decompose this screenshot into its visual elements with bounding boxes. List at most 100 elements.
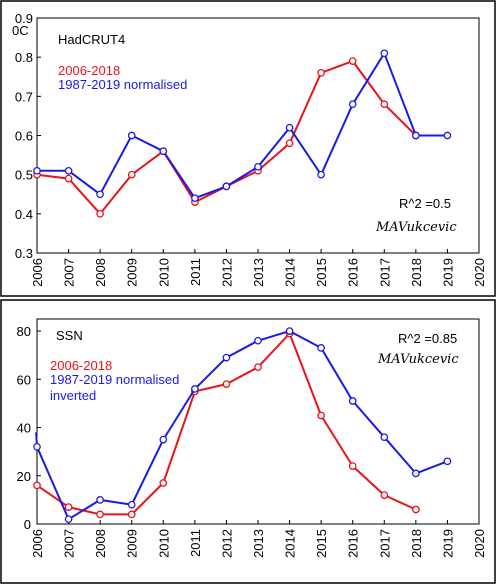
legend-label-blue-1: 1987-2019 normalised — [58, 77, 187, 92]
data-point-blue — [254, 162, 262, 171]
data-point-blue — [285, 123, 294, 132]
y-tick-label: 60 — [17, 372, 31, 387]
x-tick-label: 2012 — [219, 258, 234, 287]
y-tick-label: 20 — [17, 469, 31, 484]
data-point-blue — [96, 190, 104, 199]
data-point-blue — [222, 182, 231, 191]
data-point-blue — [380, 433, 389, 442]
data-point-blue — [64, 515, 73, 524]
data-point-blue — [317, 170, 325, 179]
x-tick-label: 2006 — [30, 258, 45, 287]
data-point-red — [33, 481, 41, 490]
x-tick-label: 2007 — [62, 258, 77, 287]
y-tick-label: 0 — [24, 517, 31, 532]
x-tick-label: 2015 — [314, 258, 329, 287]
data-point-red — [285, 139, 294, 148]
panel-1-frame — [0, 0, 496, 297]
data-point-red — [96, 209, 104, 218]
data-point-red — [64, 503, 73, 511]
x-tick-label: 2019 — [440, 529, 455, 558]
x-tick-label: 2013 — [251, 529, 266, 558]
signature-2: MAVukcevic — [377, 352, 459, 367]
x-tick-label: 2015 — [314, 529, 329, 558]
data-point-blue — [348, 397, 357, 405]
x-tick-label: 2020 — [472, 529, 487, 558]
data-point-red — [64, 174, 73, 183]
data-point-red — [222, 380, 231, 388]
x-tick-label: 2019 — [440, 258, 455, 287]
x-tick-label: 2006 — [30, 529, 45, 558]
data-point-red — [380, 100, 389, 109]
series-group-2 — [33, 327, 452, 524]
y-tick-label: 0.4 — [15, 207, 33, 222]
x-tick-label: 2011 — [188, 258, 203, 286]
data-point-blue — [33, 442, 41, 451]
x-tick-label: 2007 — [62, 529, 77, 558]
data-point-red — [159, 479, 168, 487]
x-tick-label: 2013 — [251, 258, 266, 287]
data-point-red — [127, 510, 136, 519]
unit-label-1: 0C — [12, 23, 29, 38]
series-group-1 — [33, 49, 452, 218]
x-tick-label: 2008 — [93, 258, 108, 287]
data-point-blue — [127, 500, 136, 509]
data-point-blue — [159, 147, 168, 156]
y-tick-label: 80 — [17, 324, 31, 339]
x-tick-label: 2016 — [346, 258, 361, 287]
x-axis-ticks-2: 2006 2007 2008 2009 2010 2011 2012 2013 2014 2015… — [30, 520, 487, 558]
data-point-blue — [96, 496, 104, 504]
signature-1: MAVukcevic — [375, 220, 457, 235]
x-tick-label: 2017 — [377, 529, 392, 558]
y-tick-label: 0.8 — [15, 50, 33, 65]
data-point-blue — [191, 194, 199, 203]
y-tick-label: 0.5 — [15, 168, 33, 183]
series-line-blue — [37, 52, 448, 200]
x-tick-label: 2017 — [377, 258, 392, 287]
x-tick-label: 2008 — [93, 529, 108, 558]
x-tick-label: 2014 — [283, 258, 298, 287]
x-tick-label: 2018 — [409, 258, 424, 287]
x-tick-label: 2009 — [125, 258, 140, 287]
x-tick-label: 2011 — [188, 529, 203, 557]
data-point-blue — [191, 385, 199, 393]
x-tick-label: 2020 — [472, 258, 487, 287]
legend-label-blue-2-line1: 1987-2019 normalised — [50, 372, 179, 387]
data-point-blue — [127, 131, 136, 140]
legend-label-red-2: 2006-2018 — [50, 358, 112, 373]
r2-annotation-2: R^2 =0.85 — [398, 331, 457, 346]
data-point-blue — [317, 344, 325, 352]
x-tick-label: 2018 — [409, 529, 424, 558]
y-tick-label: 40 — [17, 421, 31, 436]
chart-title-1: HadCRUT4 — [58, 32, 125, 47]
data-point-red — [348, 462, 357, 470]
data-point-blue — [159, 435, 168, 444]
y-axis-ticks-1: 0.3 0.4 0.5 0.6 0.7 0.8 0.9 — [15, 11, 41, 261]
data-point-blue — [285, 327, 294, 335]
data-point-blue — [380, 49, 389, 58]
y-axis-ticks-2: 0 20 40 60 80 — [17, 324, 41, 532]
y-tick-label: 0.6 — [15, 129, 33, 144]
x-tick-label: 2010 — [156, 258, 171, 287]
data-point-red — [96, 510, 104, 519]
x-tick-label: 2012 — [219, 529, 234, 558]
data-point-blue — [412, 469, 420, 478]
data-point-blue — [254, 336, 262, 345]
data-point-red — [127, 170, 136, 179]
chart-title-2: SSN — [56, 328, 83, 343]
data-point-red — [412, 505, 420, 514]
data-point-blue — [443, 457, 452, 466]
y-tick-label: 0.9 — [15, 11, 33, 26]
x-tick-label: 2014 — [283, 529, 298, 558]
data-point-blue — [412, 131, 420, 140]
data-point-blue — [64, 166, 73, 175]
data-point-blue — [443, 131, 452, 140]
x-tick-label: 2009 — [125, 529, 140, 558]
data-point-blue — [33, 166, 41, 175]
legend-label-red-1: 2006-2018 — [58, 63, 120, 78]
y-tick-label: 0.7 — [15, 89, 33, 104]
chart-hadcrut4: 0.30.40.50.60.70.80.9 2006 2007 2008 2009 20… — [12, 11, 487, 287]
data-point-red — [348, 57, 357, 65]
data-point-red — [317, 411, 325, 420]
